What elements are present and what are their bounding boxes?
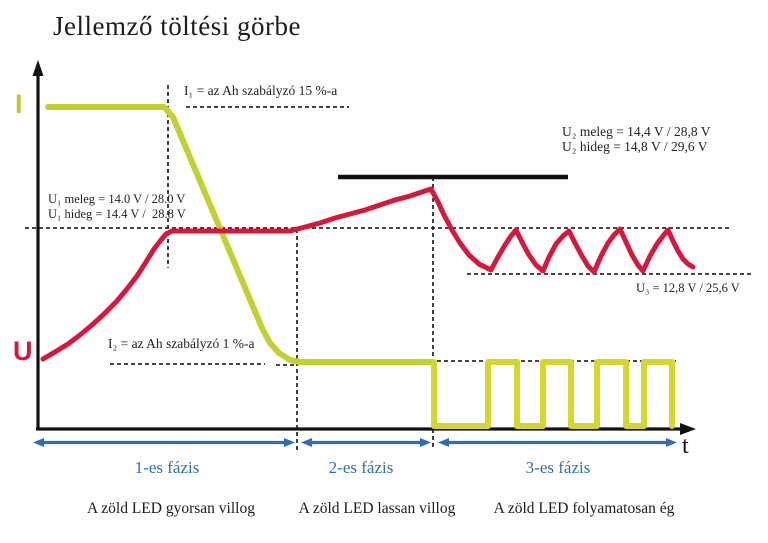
current-curve-phase1-2: [45, 104, 437, 365]
u2-hideg-annotation: U₂ hideg = 14,8 V / 29,6 V: [562, 139, 708, 154]
phase3-led-text: A zöld LED folyamatosan ég: [493, 500, 675, 517]
i2-annotation: I₂ = az Ah szabályzó 1 %-a: [108, 336, 255, 351]
curve-layer: [40, 104, 696, 429]
time-axis-label: t: [682, 433, 689, 459]
u1-hideg-annotation: U₁ hideg = 14.4 V / 28.8 V: [48, 207, 186, 221]
phase3-arrowhead-right: [666, 438, 677, 447]
voltage-axis-label: U: [13, 336, 33, 366]
phase1-led-text: A zöld LED gyorsan villog: [87, 500, 255, 517]
phase1-arrowhead-right: [284, 438, 295, 447]
phase3-label: 3-es fázis: [525, 458, 591, 477]
phase1-arrowhead-left: [33, 438, 44, 447]
y-axis-arrowhead: [32, 60, 44, 76]
x-axis-arrowhead: [680, 423, 696, 435]
phase3-arrowhead-left: [438, 438, 449, 447]
phase1-label: 1-es fázis: [134, 458, 200, 477]
u1-meleg-annotation: U₁ meleg = 14.0 V / 28.0 V: [48, 192, 186, 206]
current-axis-label: I: [15, 89, 23, 119]
phase2-arrowhead-right: [420, 438, 431, 447]
phase-arrows: [33, 438, 677, 447]
phase2-label: 2-es fázis: [328, 458, 394, 477]
phase2-arrowhead-left: [301, 438, 312, 447]
u3-annotation: U₃ = 12,8 V / 25,6 V: [636, 281, 740, 295]
voltage-curve: [40, 186, 696, 362]
i1-annotation: I₁ = az Ah szabályzó 15 %-a: [184, 83, 338, 98]
current-square-wave-phase3: [431, 359, 675, 429]
phase2-led-text: A zöld LED lassan villog: [298, 500, 456, 517]
u2-meleg-annotation: U₂ meleg = 14,4 V / 28,8 V: [562, 124, 711, 139]
chart-title: Jellemző töltési görbe: [53, 11, 301, 41]
